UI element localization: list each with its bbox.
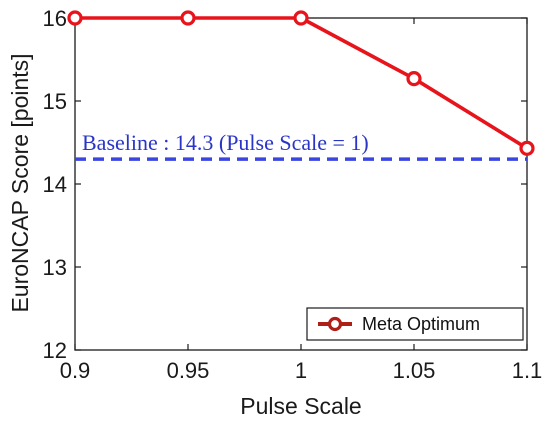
data-point [293, 10, 309, 26]
series-line [75, 16, 528, 150]
y-axis-title: EuroNCAP Score [points] [7, 53, 33, 312]
x-tick-label: 1 [295, 358, 307, 383]
y-tick-label: 16 [43, 6, 67, 31]
plot-area: 0.9 0.95 1 1.05 1.1 12 13 14 15 16 [43, 6, 543, 383]
x-tick-label: 0.95 [167, 358, 210, 383]
data-point [180, 10, 196, 26]
legend-label: Meta Optimum [362, 314, 480, 334]
y-tick-label: 13 [43, 255, 67, 280]
y-tick-label: 14 [43, 172, 67, 197]
y-tick-label: 15 [43, 89, 67, 114]
x-tick-label: 1.1 [512, 358, 543, 383]
legend-marker-sample [327, 316, 343, 332]
data-point [67, 10, 83, 26]
data-point [406, 70, 422, 87]
x-tick-label: 0.9 [60, 358, 91, 383]
legend: Meta Optimum [306, 307, 524, 341]
y-tick-label: 12 [43, 338, 67, 363]
axes-frame [74, 17, 528, 351]
x-axis-title: Pulse Scale [240, 393, 361, 419]
baseline-annotation: Baseline : 14.3 (Pulse Scale = 1) [82, 130, 369, 155]
data-point [519, 140, 535, 156]
x-tick-label: 1.05 [393, 358, 436, 383]
